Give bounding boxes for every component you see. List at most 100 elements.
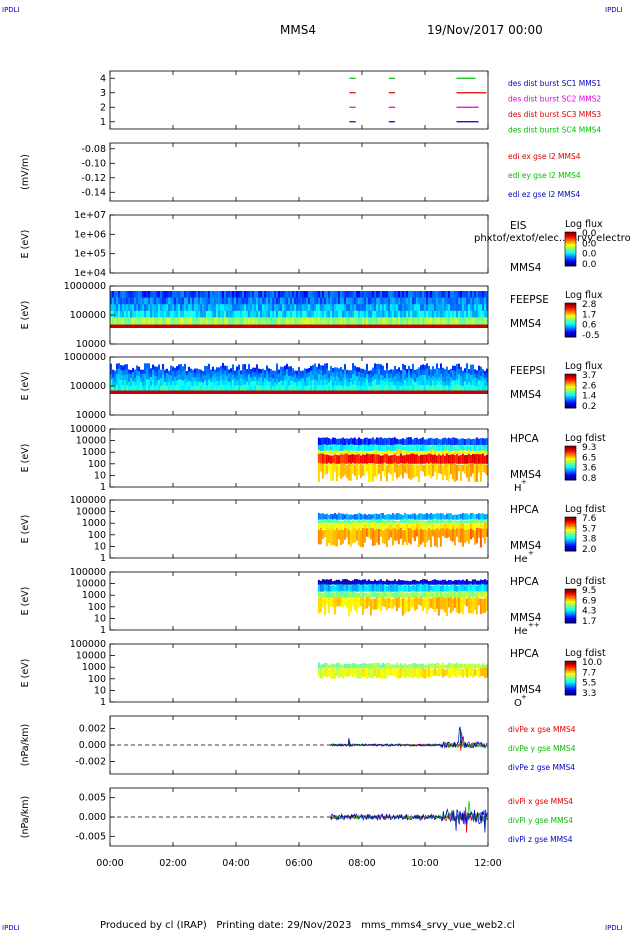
- spectrogram-cell: [333, 592, 336, 598]
- spectrogram-cell: [392, 291, 394, 299]
- spectrogram-cell: [341, 591, 344, 598]
- spectrogram-cell: [349, 667, 352, 676]
- spectrogram-cell: [448, 310, 450, 318]
- spectrogram-cell: [335, 597, 338, 607]
- spectrogram-cell: [110, 363, 112, 370]
- spectrogram-cell: [388, 291, 390, 299]
- spectrogram-cell: [365, 437, 368, 446]
- spectrogram-cell: [453, 446, 456, 452]
- spectrogram-cell: [425, 579, 428, 585]
- spectrogram-cell: [317, 585, 320, 592]
- spectrogram-cell: [448, 385, 450, 391]
- spectrogram-cell: [290, 317, 292, 325]
- spectrogram-cell: [210, 381, 212, 387]
- spectrogram-cell: [484, 304, 486, 312]
- spectrogram-cell: [451, 663, 454, 669]
- spectrogram-cell: [323, 590, 326, 598]
- spectrogram-cell: [288, 380, 290, 386]
- y-tick-label: 2: [100, 102, 106, 113]
- spectrogram-cell: [435, 662, 438, 669]
- spectrogram-cell: [310, 304, 312, 312]
- spectrogram-cell: [278, 317, 280, 325]
- spectrogram-cell: [470, 297, 472, 305]
- spectrogram-cell: [154, 385, 156, 391]
- spectrogram-cell: [401, 520, 404, 524]
- spectrogram-cell: [168, 324, 170, 328]
- spectrogram-cell: [466, 317, 468, 325]
- spectrogram-cell: [355, 520, 358, 524]
- colorbar-cell: [565, 474, 576, 478]
- spectrogram-cell: [260, 310, 262, 318]
- spectrogram-cell: [343, 579, 346, 585]
- spectrogram-cell: [389, 455, 392, 464]
- spectrogram-cell: [112, 390, 114, 394]
- spectrogram-cell: [363, 524, 366, 529]
- spectrogram-cell: [349, 522, 352, 529]
- spectrogram-cell: [196, 291, 198, 299]
- y-axis-label: (nPa/km): [20, 724, 31, 767]
- spectrogram-cell: [329, 464, 332, 481]
- spectrogram-cell: [421, 598, 424, 611]
- spectrogram-cell: [422, 364, 424, 371]
- spectrogram-cell: [188, 390, 190, 394]
- spectrogram-cell: [398, 380, 400, 386]
- spectrogram-cell: [212, 324, 214, 328]
- spectrogram-cell: [325, 454, 328, 464]
- spectrogram-cell: [485, 528, 488, 537]
- spectrogram-cell: [156, 304, 158, 312]
- spectrogram-cell: [321, 451, 324, 455]
- spectrogram-cell: [395, 524, 398, 529]
- spectrogram-cell: [260, 369, 262, 374]
- spectrogram-cell: [234, 304, 236, 312]
- spectrogram-cell: [234, 390, 236, 394]
- spectrogram-cell: [474, 385, 476, 391]
- spectrogram-cell: [238, 304, 240, 312]
- spectrogram-cell: [188, 366, 190, 373]
- spectrogram-cell: [430, 310, 432, 318]
- spectrogram-cell: [136, 304, 138, 312]
- spectrogram-cell: [321, 453, 324, 464]
- spectrogram-cell: [162, 304, 164, 312]
- spectrogram-cell: [439, 439, 442, 446]
- spectrogram-cell: [448, 373, 450, 379]
- spectrogram-cell: [372, 390, 374, 394]
- spectrogram-cell: [212, 317, 214, 325]
- spectrogram-cell: [348, 374, 350, 379]
- spectrogram-cell: [280, 317, 282, 325]
- spectrogram-cell: [164, 291, 166, 299]
- spectrogram-cell: [359, 451, 362, 455]
- spectrogram-cell: [413, 529, 416, 542]
- spectrogram-cell: [375, 667, 378, 679]
- spectrogram-cell: [388, 297, 390, 305]
- spectrogram-cell: [134, 377, 136, 383]
- spectrogram-cell: [479, 579, 482, 585]
- spectrogram-cell: [426, 379, 428, 386]
- spectrogram-cell: [379, 451, 382, 455]
- spectrogram-cell: [382, 310, 384, 318]
- spectrogram-cell: [260, 385, 262, 391]
- spectrogram-cell: [124, 384, 126, 391]
- instrument-label: HPCA: [510, 648, 540, 660]
- spectrogram-cell: [477, 452, 480, 455]
- spectrogram-cell: [316, 376, 318, 382]
- spectrogram-cell: [390, 377, 392, 383]
- spectrogram-cell: [358, 304, 360, 312]
- spectrogram-cell: [310, 370, 312, 377]
- colorbar-cell: [565, 661, 576, 664]
- y-axis-label: (nPa/km): [20, 796, 31, 839]
- spectrogram-cell: [470, 317, 472, 325]
- spectrogram-cell: [456, 324, 458, 328]
- spectrogram-cell: [355, 579, 358, 585]
- spectrogram-cell: [220, 317, 222, 325]
- spectrogram-cell: [323, 450, 326, 455]
- spectrogram-cell: [389, 598, 392, 609]
- spectrogram-cell: [280, 366, 282, 372]
- spectrogram-cell: [164, 385, 166, 391]
- spectrogram-cell: [128, 369, 130, 375]
- spectrogram-cell: [154, 380, 156, 386]
- spectrogram-cell: [394, 304, 396, 312]
- spectrogram-cell: [444, 317, 446, 325]
- spectrogram-cell: [278, 310, 280, 318]
- spectrogram-cell: [170, 385, 172, 391]
